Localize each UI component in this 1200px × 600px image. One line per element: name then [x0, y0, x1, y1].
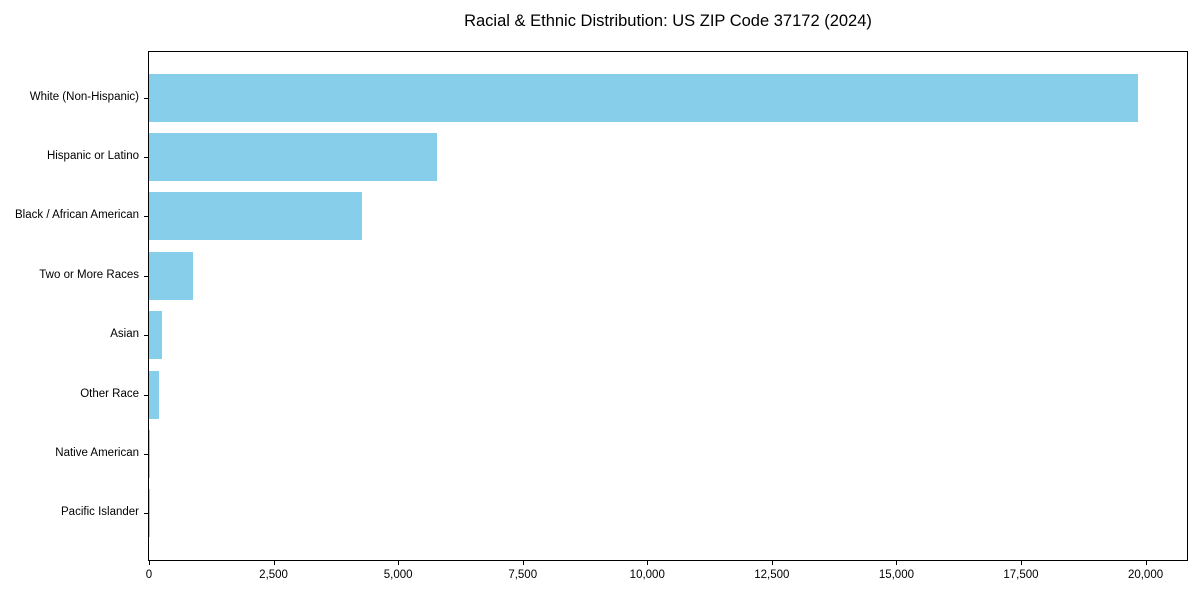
- y-axis-tick: [144, 394, 148, 396]
- y-tick-label: Hispanic or Latino: [46, 150, 139, 162]
- y-tick-label: Other Race: [80, 387, 139, 400]
- x-axis-tick: [647, 561, 649, 565]
- y-tick-label: Black / African American: [15, 209, 139, 222]
- x-axis-tick: [398, 561, 400, 565]
- x-tick-label: 0: [145, 569, 153, 581]
- x-axis-tick: [771, 561, 773, 565]
- x-tick-label: 5,000: [383, 569, 413, 581]
- y-axis-tick: [144, 216, 148, 218]
- x-tick-label: 7,500: [508, 569, 538, 581]
- bar-hispanic-or-latino: [149, 133, 437, 181]
- x-tick-label: 15,000: [878, 569, 914, 581]
- y-axis-tick: [144, 275, 148, 277]
- y-axis-tick: [144, 454, 148, 455]
- plot-area: White (Non-Hispanic) Hispanic or Latino Bl…: [15, 51, 1188, 581]
- y-tick-label: White (Non-Hispanic): [29, 90, 139, 103]
- x-axis-tick: [1020, 561, 1022, 565]
- x-axis-tick: [522, 561, 524, 565]
- y-tick-label: Pacific Islander: [61, 506, 139, 519]
- x-tick-label: 12,500: [754, 569, 790, 581]
- bar-native-american: [149, 430, 151, 478]
- y-axis-tick: [144, 157, 148, 158]
- y-tick-label: Two or More Races: [39, 268, 139, 281]
- x-axis-tick: [149, 561, 150, 565]
- bar-two-or-more-races: [149, 251, 194, 300]
- x-axis-tick: [1145, 561, 1147, 565]
- y-axis-tick: [144, 513, 148, 515]
- x-axis-tick: [273, 561, 275, 565]
- y-axis-tick: [144, 335, 148, 337]
- bar-white-non-hispanic: [149, 73, 1138, 122]
- x-axis-tick: [896, 561, 898, 565]
- y-tick-label: Asian: [110, 328, 139, 341]
- chart-title: Racial & Ethnic Distribution: US ZIP Cod…: [464, 12, 872, 30]
- x-tick-label: 20,000: [1127, 569, 1164, 581]
- y-tick-label: Native American: [55, 447, 139, 459]
- bar-black-african-american: [149, 192, 363, 241]
- y-axis-tick: [144, 97, 148, 99]
- x-tick-label: 10,000: [629, 569, 665, 581]
- x-tick-label: 17,500: [1003, 569, 1039, 581]
- bar-asian: [149, 311, 162, 360]
- bar-other-race: [149, 370, 160, 419]
- x-tick-label: 2,500: [259, 569, 288, 581]
